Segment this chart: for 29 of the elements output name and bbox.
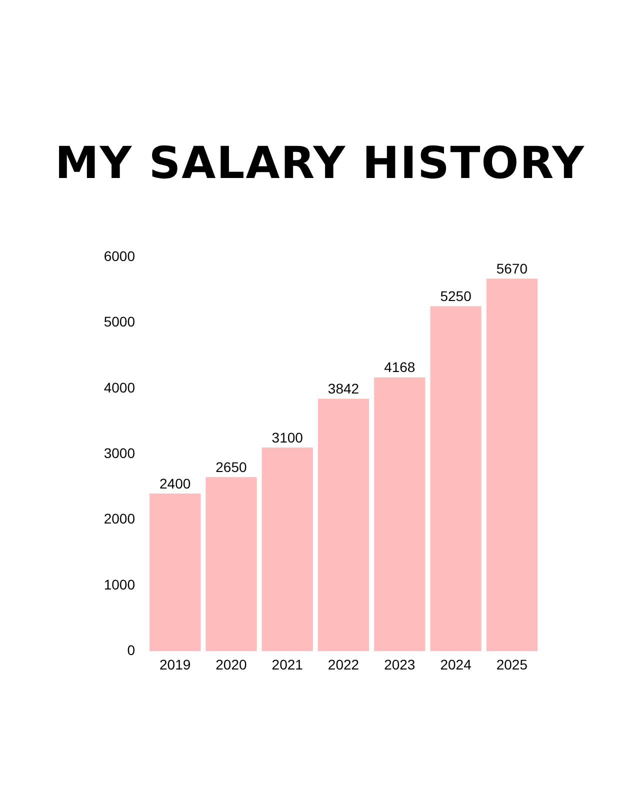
x-tick-label: 2023: [384, 656, 416, 672]
bar: [206, 477, 257, 652]
y-tick-label: 6000: [104, 248, 136, 264]
chart-title: MY SALARY HISTORY: [54, 138, 586, 189]
bar: [486, 278, 538, 652]
data-label: 3842: [328, 380, 360, 397]
bar: [374, 377, 426, 652]
x-tick-label: 2025: [496, 656, 528, 672]
data-label: 5250: [440, 288, 472, 304]
y-tick-label: 0: [127, 642, 136, 658]
x-tick-label: 2019: [159, 656, 191, 672]
y-tick-label: 3000: [104, 444, 136, 461]
y-tick-label: 4000: [104, 379, 136, 396]
data-label: 2400: [159, 475, 191, 492]
data-label: 3100: [272, 429, 304, 446]
bar: [150, 494, 201, 652]
y-tick-label: 5000: [104, 314, 136, 330]
data-label: 4168: [384, 359, 416, 376]
data-label: 5670: [496, 260, 528, 277]
x-tick-label: 2024: [440, 656, 472, 672]
x-tick-label: 2021: [272, 656, 304, 672]
data-label: 2650: [216, 458, 247, 475]
y-tick-label: 1000: [104, 576, 136, 592]
x-tick-label: 2022: [328, 656, 360, 672]
x-tick-label: 2020: [216, 656, 247, 672]
bar: [262, 448, 313, 652]
bar: [430, 306, 482, 652]
bar: [318, 398, 370, 652]
y-tick-label: 2000: [104, 510, 136, 527]
